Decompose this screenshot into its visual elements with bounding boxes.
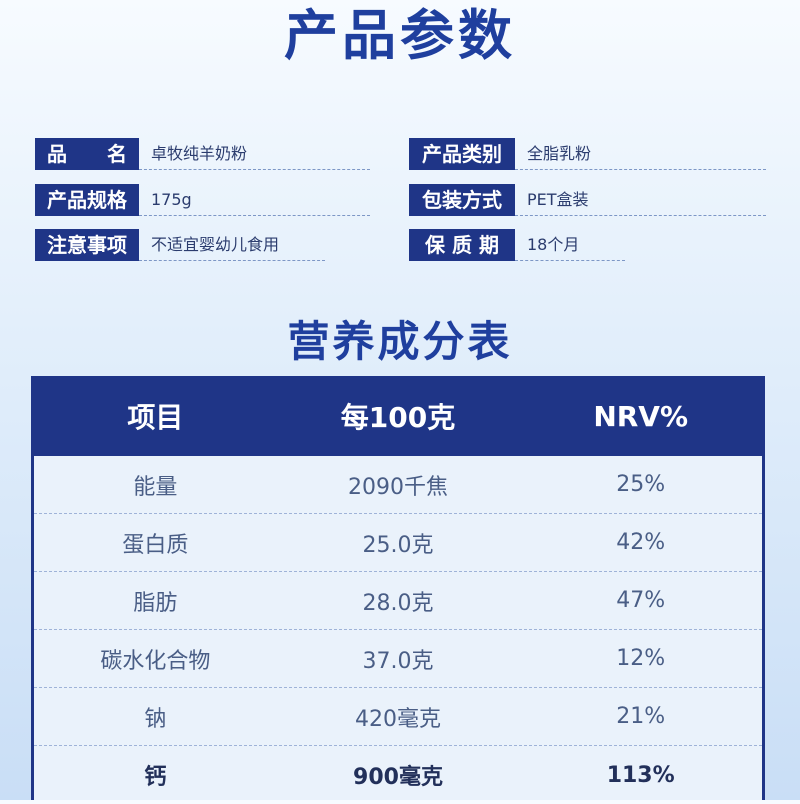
cell-nrv: 25% — [616, 472, 666, 497]
param-label: 注意事项 — [35, 229, 139, 261]
param-label: 品 名 — [35, 138, 139, 170]
param-value: 18个月 — [515, 229, 625, 261]
param-value: 175g — [139, 184, 370, 216]
cell-nrv: 113% — [606, 762, 675, 788]
cell-amount: 37.0克 — [362, 648, 434, 674]
nutrition-table: 项目 每100克 NRV% 能量 2090千焦 25% 蛋白质 25.0克 42… — [31, 376, 765, 800]
param-label: 保 质 期 — [409, 229, 515, 261]
param-product-name: 品 名 卓牧纯羊奶粉 — [35, 138, 370, 170]
table-row: 碳水化合物 37.0克 12% — [34, 630, 762, 688]
cell-amount: 25.0克 — [362, 532, 434, 558]
cell-amount: 2090千焦 — [348, 474, 448, 500]
table-row: 钙 900毫克 113% — [34, 746, 762, 804]
cell-nrv: 12% — [616, 646, 666, 671]
cell-item: 蛋白质 — [122, 532, 189, 558]
header-item: 项目 — [127, 401, 184, 434]
table-row: 钠 420毫克 21% — [34, 688, 762, 746]
cell-amount: 420毫克 — [355, 706, 441, 732]
param-label: 产品类别 — [409, 138, 515, 170]
nutrition-title: 营养成分表 — [287, 317, 513, 366]
table-header: 项目 每100克 NRV% — [34, 376, 762, 456]
param-notice: 注意事项 不适宜婴幼儿食用 — [35, 229, 325, 261]
header-per-100g: 每100克 — [340, 401, 456, 434]
param-label: 产品规格 — [35, 184, 139, 216]
table-row: 蛋白质 25.0克 42% — [34, 514, 762, 572]
table-row: 能量 2090千焦 25% — [34, 456, 762, 514]
cell-item: 碳水化合物 — [100, 648, 211, 674]
cell-item: 钙 — [144, 765, 167, 790]
cell-amount: 28.0克 — [362, 590, 434, 616]
cell-nrv: 42% — [616, 530, 666, 555]
param-value: 不适宜婴幼儿食用 — [139, 229, 325, 261]
cell-nrv: 21% — [616, 704, 666, 729]
cell-item: 钠 — [144, 706, 167, 732]
param-spec: 产品规格 175g — [35, 184, 370, 216]
page-title: 产品参数 — [284, 4, 516, 67]
table-body: 能量 2090千焦 25% 蛋白质 25.0克 42% 脂肪 28.0克 47%… — [34, 456, 762, 800]
param-packaging: 包装方式 PET盒装 — [409, 184, 766, 216]
cell-item: 脂肪 — [133, 590, 178, 616]
cell-item: 能量 — [133, 474, 178, 500]
cell-nrv: 47% — [616, 588, 666, 613]
param-value: PET盒装 — [515, 184, 766, 216]
table-row: 脂肪 28.0克 47% — [34, 572, 762, 630]
header-nrv: NRV% — [593, 399, 689, 433]
param-value: 卓牧纯羊奶粉 — [139, 138, 370, 170]
param-label: 包装方式 — [409, 184, 515, 216]
param-category: 产品类别 全脂乳粉 — [409, 138, 766, 170]
param-value: 全脂乳粉 — [515, 138, 766, 170]
param-shelf-life: 保 质 期 18个月 — [409, 229, 625, 261]
cell-amount: 900毫克 — [353, 765, 443, 790]
